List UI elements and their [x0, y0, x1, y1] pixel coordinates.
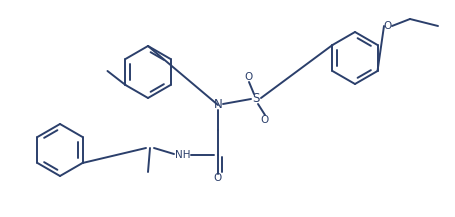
Text: O: O	[244, 72, 253, 82]
Text: NH: NH	[175, 150, 190, 160]
Text: O: O	[260, 115, 268, 125]
Text: S: S	[252, 92, 259, 105]
Text: O: O	[213, 173, 222, 183]
Text: O: O	[383, 21, 391, 31]
Text: N: N	[213, 99, 222, 112]
